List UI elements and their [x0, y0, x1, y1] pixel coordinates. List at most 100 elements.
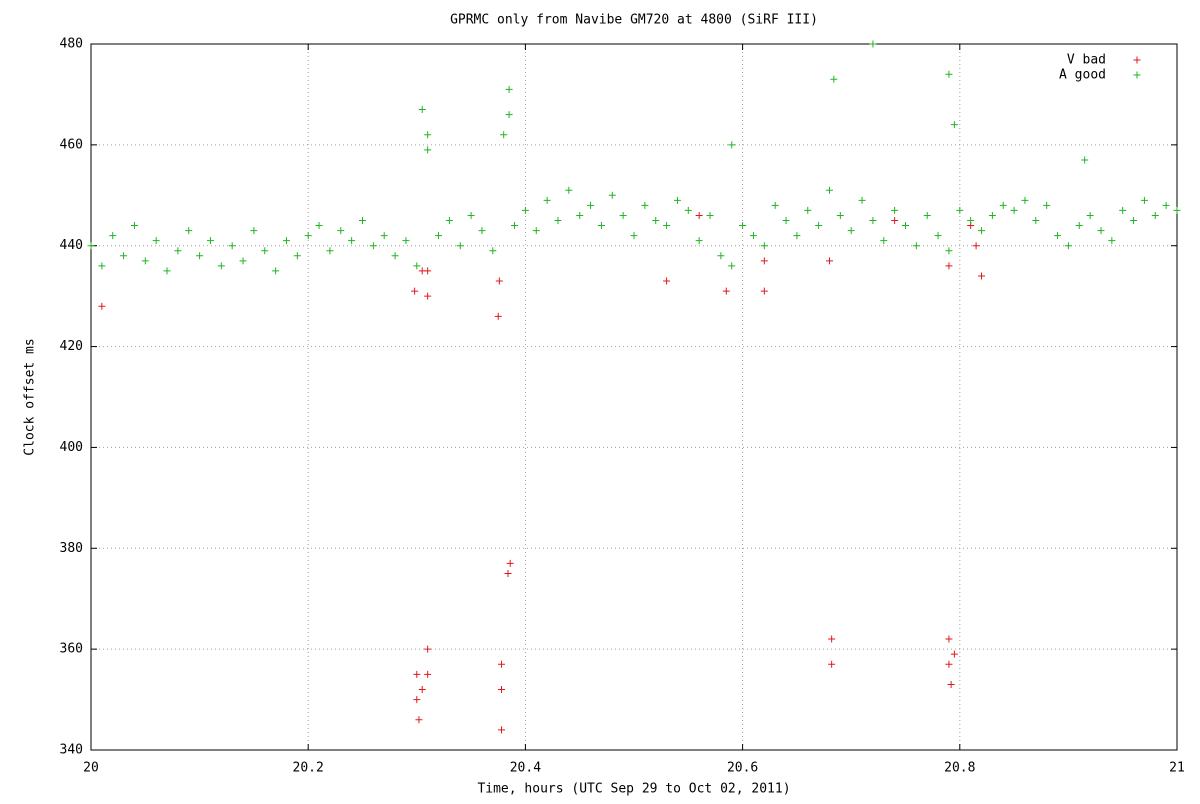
y-tick-label: 340 — [60, 743, 83, 758]
point — [413, 670, 421, 678]
point — [120, 252, 128, 260]
point — [950, 121, 958, 129]
point — [945, 635, 953, 643]
point — [174, 247, 182, 255]
point — [130, 222, 138, 230]
point — [1081, 156, 1089, 164]
point — [1097, 227, 1105, 235]
plot-frame — [90, 43, 1178, 751]
point — [663, 222, 671, 230]
point — [532, 227, 540, 235]
point — [1119, 206, 1127, 214]
y-axis-label: Clock offset ms — [23, 338, 38, 455]
point — [891, 206, 899, 214]
point — [511, 222, 519, 230]
point — [402, 237, 410, 245]
point — [1162, 201, 1170, 209]
point — [1043, 201, 1051, 209]
point — [369, 242, 377, 250]
point — [793, 232, 801, 240]
point — [498, 726, 506, 734]
legend-marker — [1133, 71, 1141, 79]
point — [206, 237, 214, 245]
point — [945, 660, 953, 668]
point — [825, 186, 833, 194]
point — [978, 272, 986, 280]
point — [1054, 232, 1062, 240]
point — [504, 570, 512, 577]
point — [869, 217, 877, 224]
point — [912, 242, 920, 250]
point — [506, 559, 514, 567]
point — [760, 287, 768, 295]
point — [272, 267, 280, 275]
x-tick-label: 20.4 — [510, 761, 541, 776]
point — [858, 196, 866, 204]
x-tick-label: 21 — [1169, 761, 1185, 776]
legend-label: V bad — [1067, 53, 1106, 68]
point — [891, 217, 899, 224]
point — [1173, 206, 1181, 214]
point — [489, 247, 497, 255]
point — [945, 262, 953, 270]
point — [498, 685, 506, 693]
point — [424, 146, 432, 154]
point — [326, 247, 334, 255]
point — [825, 257, 833, 265]
point — [749, 232, 757, 240]
y-tick-label: 360 — [60, 642, 83, 657]
point — [435, 232, 443, 240]
point — [293, 252, 301, 260]
point — [543, 196, 551, 204]
x-axis-label: Time, hours (UTC Sep 29 to Oct 02, 2011) — [477, 782, 790, 797]
point — [315, 222, 323, 230]
point — [760, 242, 768, 250]
point — [673, 196, 681, 204]
point — [505, 111, 513, 119]
point — [411, 287, 419, 295]
point — [587, 201, 595, 209]
y-tick-label: 460 — [60, 137, 83, 152]
point — [597, 222, 605, 230]
point — [185, 227, 193, 235]
legend-marker — [1133, 56, 1141, 64]
point — [98, 302, 106, 310]
point — [418, 106, 426, 114]
x-tick-label: 20 — [83, 761, 99, 776]
point — [950, 650, 958, 658]
point — [141, 257, 149, 265]
point — [456, 242, 464, 250]
point — [684, 206, 692, 214]
point — [847, 227, 855, 235]
point — [728, 262, 736, 270]
point — [663, 277, 671, 285]
y-tick-label: 420 — [60, 339, 83, 354]
point — [424, 670, 432, 678]
point — [695, 211, 703, 219]
point — [424, 267, 432, 275]
point — [1140, 196, 1148, 204]
point — [967, 217, 975, 224]
point — [239, 257, 247, 265]
point — [576, 211, 584, 219]
point — [902, 222, 909, 230]
point — [163, 267, 171, 275]
point — [98, 262, 106, 270]
point — [815, 222, 823, 230]
point — [152, 237, 160, 245]
point — [608, 191, 616, 199]
point — [782, 217, 790, 224]
point — [945, 247, 953, 255]
point — [972, 242, 980, 250]
point — [947, 680, 955, 688]
point — [467, 211, 475, 219]
point — [1130, 217, 1138, 224]
point — [337, 227, 345, 235]
point — [934, 232, 942, 240]
point — [228, 242, 236, 250]
point — [1032, 217, 1040, 224]
point — [495, 277, 503, 285]
point — [500, 131, 508, 139]
point — [652, 217, 660, 224]
